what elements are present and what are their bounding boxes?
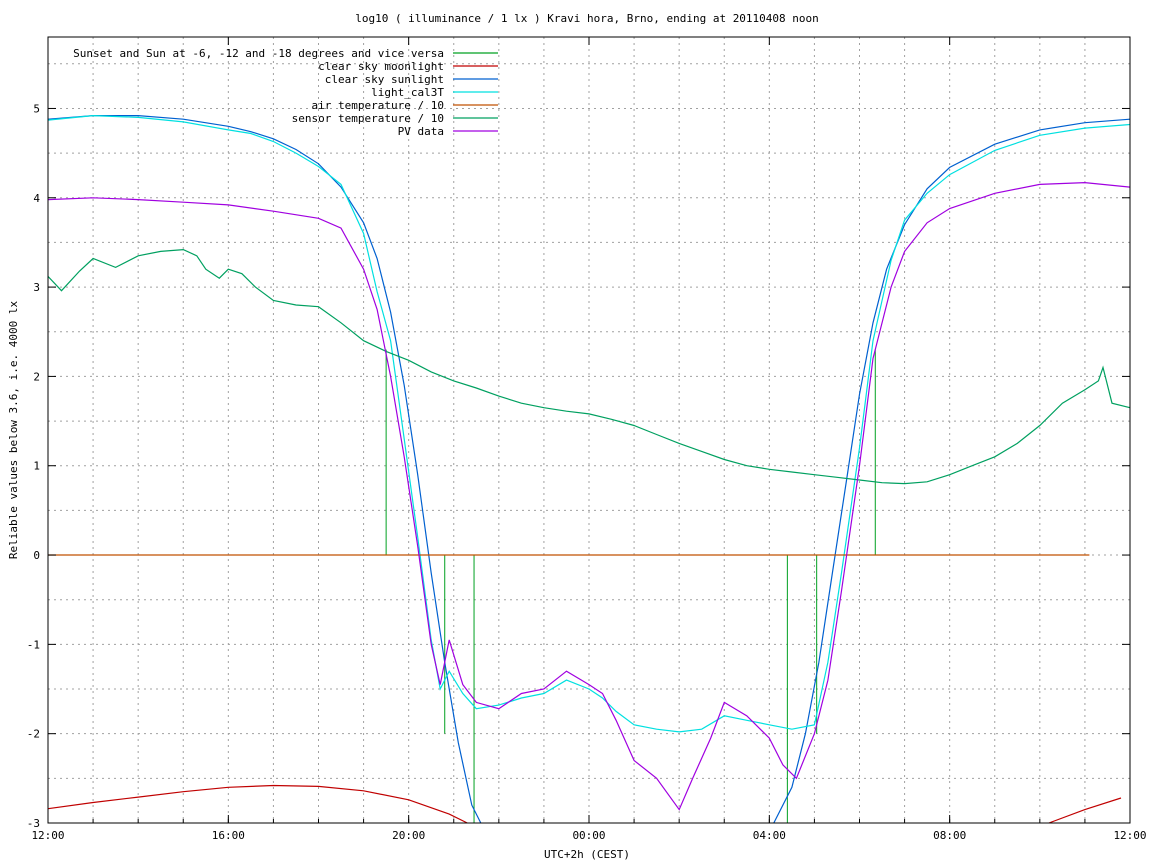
grid-layer bbox=[48, 37, 1130, 823]
plot-frame bbox=[47, 36, 1131, 824]
legend-label: PV data bbox=[398, 125, 444, 138]
y-tick-label: 2 bbox=[33, 370, 40, 383]
legend-label: air temperature / 10 bbox=[312, 99, 444, 112]
y-tick-label: 3 bbox=[33, 281, 40, 294]
x-tick-label: 00:00 bbox=[572, 829, 605, 842]
x-tick-label: 12:00 bbox=[31, 829, 64, 842]
series-line-clear-sky-moonlight bbox=[1048, 797, 1122, 824]
tick-layer: 12:00 16:00 20:00 00:00 04:00 08:00 12:00-3-2-… bbox=[27, 37, 1147, 842]
y-tick-label: 0 bbox=[33, 549, 40, 562]
legend-label: sensor temperature / 10 bbox=[292, 112, 444, 125]
y-tick-label: 1 bbox=[33, 460, 40, 473]
y-axis-label: Reliable values below 3.6, i.e. 4000 lx bbox=[7, 300, 20, 559]
y-tick-label: 5 bbox=[33, 102, 40, 115]
legend-label: Sunset and Sun at -6, -12 and -18 degree… bbox=[73, 47, 444, 60]
x-tick-label: 20:00 bbox=[392, 829, 425, 842]
series-line-clear-sky-moonlight bbox=[47, 784, 468, 824]
y-tick-label: -3 bbox=[27, 817, 40, 830]
series-line-pv-data bbox=[47, 181, 1131, 811]
x-tick-label: 16:00 bbox=[212, 829, 245, 842]
x-tick-label: 04:00 bbox=[753, 829, 786, 842]
series-line-light-cal3t bbox=[47, 114, 1131, 733]
legend-label: light_cal3T bbox=[371, 86, 444, 99]
y-tick-label: -1 bbox=[27, 638, 40, 651]
series-layer bbox=[47, 114, 1131, 824]
legend-label: clear sky sunlight bbox=[325, 73, 444, 86]
series-line-sensor-temperature-10 bbox=[47, 248, 1131, 485]
y-tick-label: -2 bbox=[27, 728, 40, 741]
y-tick-label: 4 bbox=[33, 192, 40, 205]
series-line-clear-sky-sunlight bbox=[47, 114, 482, 824]
legend-label: clear sky moonlight bbox=[318, 60, 444, 73]
legend: Sunset and Sun at -6, -12 and -18 degree… bbox=[73, 47, 498, 138]
x-tick-label: 12:00 bbox=[1113, 829, 1146, 842]
series-line-clear-sky-sunlight bbox=[773, 118, 1131, 824]
x-tick-label: 08:00 bbox=[933, 829, 966, 842]
chart-title: log10 ( illuminance / 1 lx ) Kravi hora,… bbox=[355, 12, 819, 25]
x-axis-label: UTC+2h (CEST) bbox=[544, 848, 630, 861]
